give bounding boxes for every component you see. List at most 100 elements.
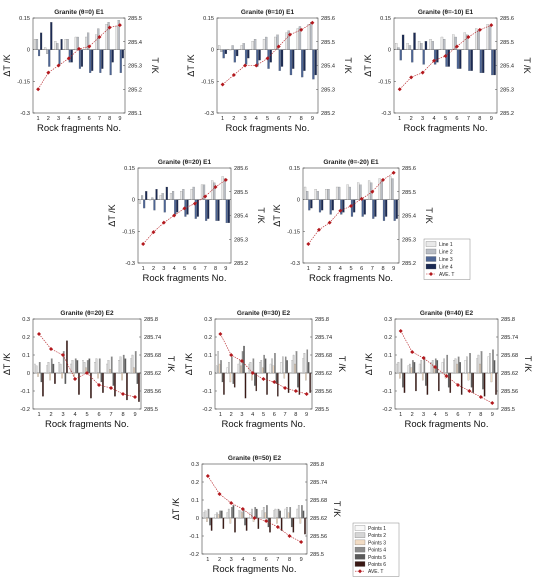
bar xyxy=(95,358,98,374)
legend-swatch xyxy=(425,263,437,270)
bar xyxy=(429,39,432,50)
y2-tick-label: 285.5 xyxy=(128,16,142,22)
bar xyxy=(269,363,272,374)
bar xyxy=(277,508,280,519)
bar xyxy=(215,365,218,374)
legend-label: Line 3 xyxy=(439,257,453,263)
bar xyxy=(424,41,428,50)
x-tick-label: 9 xyxy=(118,116,121,122)
bar xyxy=(321,199,324,211)
bar xyxy=(204,510,207,519)
y2-axis-label: T /K xyxy=(522,57,532,73)
bar xyxy=(76,360,79,374)
y2-tick-label: 285.62 xyxy=(310,516,327,522)
bar xyxy=(238,510,240,519)
bar xyxy=(482,49,485,73)
plot-frame xyxy=(394,318,499,410)
bar xyxy=(308,199,311,211)
x-tick-label: 2 xyxy=(230,412,233,418)
x-tick-label: 3 xyxy=(162,266,165,272)
x-tick-label: 4 xyxy=(73,412,76,418)
bar xyxy=(249,512,252,519)
bar xyxy=(80,49,84,67)
legend-label: Points 6 xyxy=(368,562,386,568)
x-tick-label: 1 xyxy=(206,557,209,563)
bar xyxy=(244,517,246,526)
chart-title: Granite (θ=-10) E1 xyxy=(418,9,474,16)
chart-title: Granite (θ=40) E2 xyxy=(420,310,474,317)
ave-t-point xyxy=(46,70,51,75)
x-tick-label: 6 xyxy=(193,266,196,272)
bar xyxy=(280,362,283,374)
bar xyxy=(46,365,48,374)
bar xyxy=(221,372,224,383)
y2-tick-label: 285.74 xyxy=(310,480,327,486)
ave-t-point xyxy=(287,32,292,37)
bar xyxy=(97,372,99,379)
bar xyxy=(130,358,132,374)
x-tick-label: 6 xyxy=(455,116,458,122)
y-tick-label: 0 xyxy=(209,371,212,377)
bar xyxy=(292,354,295,374)
ave-t-point xyxy=(327,220,332,225)
ave-t-point xyxy=(421,356,426,360)
bar xyxy=(126,372,128,401)
bar xyxy=(425,372,427,386)
y2-tick-label: 285.4 xyxy=(321,64,335,70)
y-tick-label: -0.15 xyxy=(201,79,214,85)
ave-t-point xyxy=(338,208,343,213)
bar xyxy=(426,372,429,395)
x-tick-label: 6 xyxy=(277,116,280,122)
legend-label: Points 5 xyxy=(368,555,386,561)
y2-tick-label: 285.6 xyxy=(402,166,416,172)
bar xyxy=(408,45,412,50)
y-tick-label: -0.3 xyxy=(290,261,300,267)
y-tick-label: 0 xyxy=(297,198,300,204)
bar xyxy=(227,508,230,519)
bar xyxy=(409,363,411,374)
ave-t-point xyxy=(182,206,187,211)
x-axis-label: Rock fragments No. xyxy=(226,123,310,134)
bar xyxy=(48,49,51,67)
bar xyxy=(453,360,455,374)
bar xyxy=(422,49,425,65)
bar xyxy=(138,372,140,402)
x-tick-label: 1 xyxy=(307,266,310,272)
bar xyxy=(239,510,242,519)
y-axis-label: ΔT /K xyxy=(184,353,194,375)
y-tick-label: 0.2 xyxy=(22,335,30,341)
bar xyxy=(50,22,53,50)
y2-tick-label: 285.3 xyxy=(234,237,248,243)
bar xyxy=(433,49,437,65)
legend-swatch xyxy=(354,539,366,546)
bar xyxy=(468,49,471,71)
bar xyxy=(119,356,122,374)
bar xyxy=(66,340,68,374)
bar xyxy=(295,351,298,374)
bar xyxy=(222,49,225,59)
y-tick-label: -0.2 xyxy=(20,407,30,413)
y2-axis-label: T /K xyxy=(166,356,176,372)
ave-t-point xyxy=(432,58,437,63)
legend-swatch xyxy=(354,525,366,531)
ave-t-point xyxy=(272,380,277,384)
y2-tick-label: 285.2 xyxy=(500,111,514,117)
ave-t-point xyxy=(293,389,298,393)
bar xyxy=(213,182,216,200)
bar xyxy=(74,358,77,374)
bar xyxy=(68,49,71,63)
bar xyxy=(440,36,444,50)
legend-swatch xyxy=(425,256,437,262)
x-axis-label: Rock fragments No. xyxy=(213,564,297,575)
bar xyxy=(407,365,410,374)
y-tick-label: -0.15 xyxy=(378,79,391,85)
bar xyxy=(274,508,277,519)
y2-tick-label: 285.5 xyxy=(501,407,515,413)
bar xyxy=(335,186,339,200)
bar xyxy=(403,372,406,393)
x-tick-label: 1 xyxy=(399,412,402,418)
bar xyxy=(374,199,377,217)
bar xyxy=(161,193,164,200)
bar xyxy=(282,356,284,374)
bar xyxy=(287,372,290,393)
